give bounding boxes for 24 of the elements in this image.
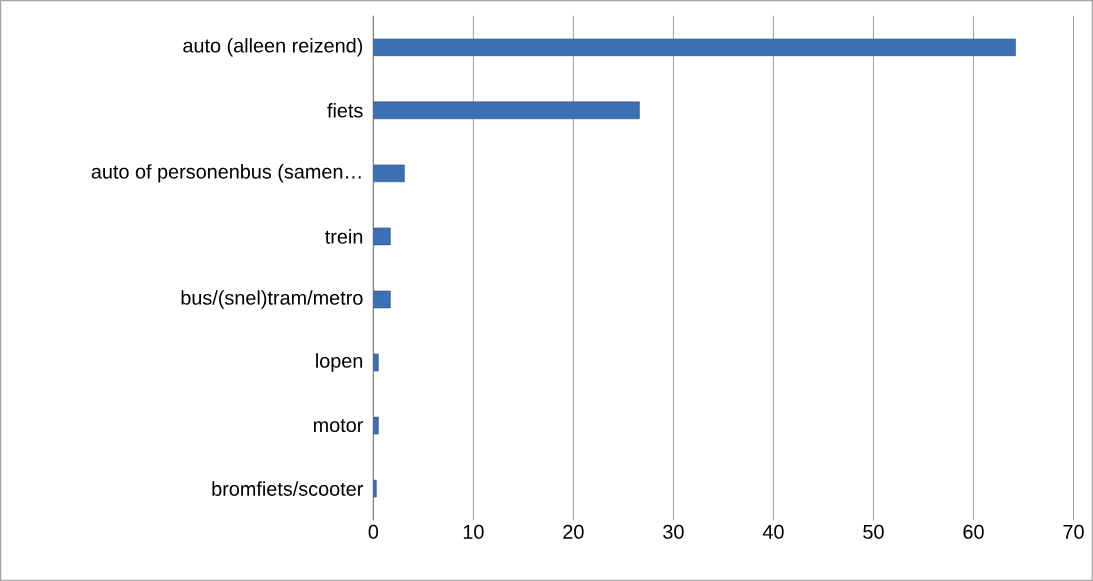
y-tick-label: fiets [327,103,363,118]
bar [373,101,640,120]
y-tick-label: auto of personenbus (samen… [91,164,361,183]
bar [373,353,379,372]
bar [373,290,391,309]
x-tick-label: 50 [863,524,884,539]
y-tick-label: lopen [316,353,363,372]
x-tick-label: 10 [463,524,484,539]
bar [373,227,391,246]
bar [373,479,377,498]
y-tick-label: trein [325,229,363,244]
x-tick-label: 0 [368,524,379,539]
x-tick-label: 40 [762,524,784,539]
y-tick-label: motor [313,419,364,433]
y-tick-label: bus/(snel)tram/metro [181,290,363,309]
x-tick-label: 70 [1063,524,1084,539]
x-tick-label: 20 [563,524,584,539]
x-tick-label: 60 [963,524,984,539]
bar [373,164,405,183]
y-tick-label: bromfiets/scooter [212,481,364,496]
x-tick-label: 30 [663,524,684,539]
bar [373,38,1016,56]
bar [373,416,379,435]
y-tick-label: auto (alleen reizend) [183,37,363,57]
